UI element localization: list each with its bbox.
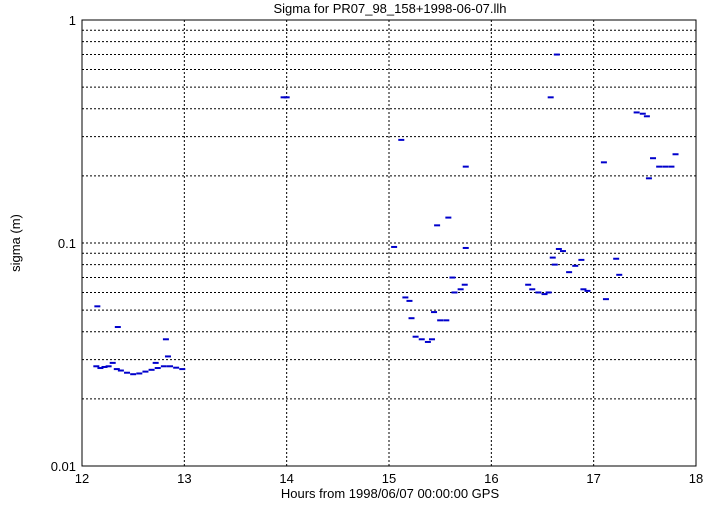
y-tick-label: 0.01 bbox=[51, 459, 76, 474]
y-tick-label: 0.1 bbox=[58, 236, 76, 251]
data-point bbox=[398, 138, 405, 141]
data-point bbox=[424, 340, 431, 343]
x-tick-label: 15 bbox=[382, 471, 396, 486]
x-tick-label: 17 bbox=[586, 471, 600, 486]
x-tick-label: 18 bbox=[689, 471, 703, 486]
data-point bbox=[113, 368, 120, 371]
data-point bbox=[105, 365, 112, 368]
data-point bbox=[97, 367, 104, 370]
data-point bbox=[154, 367, 161, 370]
data-point bbox=[645, 177, 652, 180]
data-point bbox=[461, 283, 468, 286]
x-ticks: 12 13 14 15 16 17 18 bbox=[75, 471, 703, 486]
data-point bbox=[443, 319, 450, 322]
data-point bbox=[643, 115, 650, 118]
data-points bbox=[93, 53, 679, 376]
data-point bbox=[167, 365, 174, 368]
data-point bbox=[101, 365, 108, 368]
data-point bbox=[142, 370, 149, 373]
x-tick-label: 12 bbox=[75, 471, 89, 486]
data-point bbox=[124, 371, 131, 374]
x-tick-label: 13 bbox=[177, 471, 191, 486]
data-point bbox=[633, 111, 640, 114]
data-point bbox=[451, 291, 458, 294]
data-point bbox=[280, 96, 287, 99]
data-point bbox=[431, 311, 438, 314]
data-point bbox=[584, 289, 591, 292]
data-point bbox=[445, 216, 452, 219]
data-point bbox=[555, 247, 562, 250]
data-point bbox=[572, 264, 579, 267]
grid bbox=[82, 20, 696, 466]
data-point bbox=[662, 165, 669, 168]
x-tick-label: 16 bbox=[484, 471, 498, 486]
data-point bbox=[553, 53, 560, 56]
data-point bbox=[402, 296, 409, 299]
data-point bbox=[547, 96, 554, 99]
data-point bbox=[173, 366, 180, 369]
data-point bbox=[578, 258, 585, 261]
data-point bbox=[148, 368, 155, 371]
data-point bbox=[130, 373, 137, 376]
data-point bbox=[559, 250, 566, 253]
x-axis-label: Hours from 1998/06/07 00:00:00 GPS bbox=[281, 486, 500, 501]
data-point bbox=[566, 271, 573, 274]
data-point bbox=[525, 283, 532, 286]
data-point bbox=[529, 288, 536, 291]
y-ticks: 0.01 0.1 1 bbox=[51, 13, 76, 474]
data-point bbox=[434, 224, 441, 227]
data-point bbox=[179, 368, 186, 371]
data-point bbox=[114, 326, 121, 329]
data-point bbox=[428, 338, 435, 341]
data-point bbox=[457, 288, 464, 291]
data-point bbox=[160, 365, 167, 368]
data-point bbox=[602, 298, 609, 301]
data-point bbox=[437, 319, 444, 322]
data-point bbox=[462, 246, 469, 249]
data-point bbox=[136, 372, 143, 375]
data-point bbox=[541, 293, 548, 296]
x-tick-label: 14 bbox=[279, 471, 293, 486]
data-point bbox=[613, 257, 620, 260]
data-point bbox=[408, 317, 415, 320]
data-point bbox=[117, 369, 124, 372]
data-point bbox=[462, 165, 469, 168]
data-point bbox=[449, 276, 456, 279]
data-point bbox=[94, 305, 101, 308]
data-point bbox=[668, 165, 675, 168]
data-point bbox=[549, 256, 556, 259]
data-point bbox=[639, 112, 646, 115]
data-point bbox=[418, 338, 425, 341]
data-point bbox=[672, 153, 679, 156]
data-point bbox=[656, 165, 663, 168]
chart-title: Sigma for PR07_98_158+1998-06-07.llh bbox=[273, 1, 506, 16]
y-axis-label: sigma (m) bbox=[8, 214, 23, 272]
data-point bbox=[391, 245, 398, 248]
data-point bbox=[545, 291, 552, 294]
data-point bbox=[650, 157, 657, 160]
data-point bbox=[93, 365, 100, 368]
data-point bbox=[616, 273, 623, 276]
data-point bbox=[406, 299, 413, 302]
data-point bbox=[283, 96, 290, 99]
y-tick-label: 1 bbox=[69, 13, 76, 28]
data-point bbox=[551, 263, 558, 266]
data-point bbox=[164, 355, 171, 358]
data-point bbox=[109, 361, 116, 364]
data-point bbox=[152, 361, 159, 364]
data-point bbox=[412, 335, 419, 338]
plot-frame bbox=[81, 19, 697, 467]
data-point bbox=[600, 161, 607, 164]
data-point bbox=[535, 291, 542, 294]
data-point bbox=[162, 338, 169, 341]
data-point bbox=[580, 288, 587, 291]
